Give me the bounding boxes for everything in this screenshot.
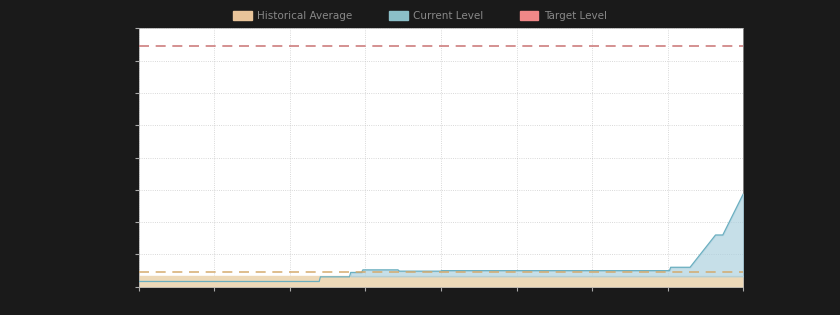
Legend: Historical Average, Current Level, Target Level: Historical Average, Current Level, Targe… [229, 7, 611, 25]
